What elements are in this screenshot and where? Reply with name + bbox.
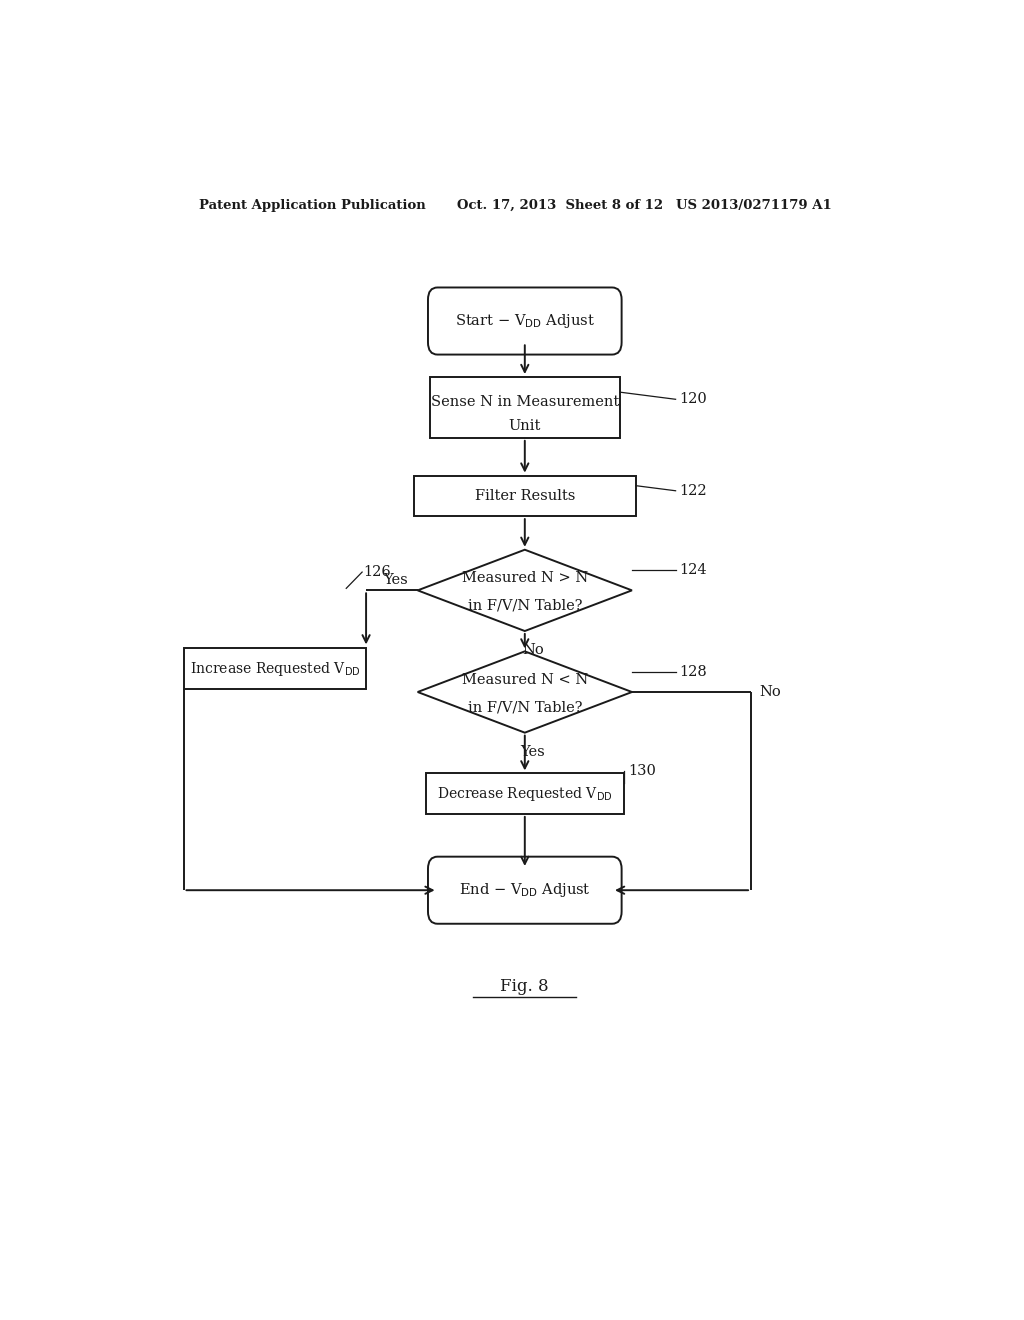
Bar (430, 378, 621, 438)
Text: 124: 124 (680, 564, 708, 577)
Text: Sense N in Measurement: Sense N in Measurement (431, 395, 618, 409)
Text: in F/V/N Table?: in F/V/N Table? (468, 700, 582, 714)
Text: Filter Results: Filter Results (474, 488, 575, 503)
Text: Yes: Yes (383, 573, 409, 587)
Text: 126: 126 (364, 565, 391, 579)
FancyBboxPatch shape (428, 288, 622, 355)
Text: 128: 128 (680, 665, 708, 678)
Text: Patent Application Publication: Patent Application Publication (200, 198, 426, 211)
Bar (183, 648, 367, 689)
Text: End $-$ V$_\mathrm{DD}$ Adjust: End $-$ V$_\mathrm{DD}$ Adjust (459, 882, 591, 899)
Text: Start $-$ V$_\mathrm{DD}$ Adjust: Start $-$ V$_\mathrm{DD}$ Adjust (455, 312, 595, 330)
Bar (426, 774, 624, 814)
Polygon shape (418, 651, 632, 733)
Text: No: No (759, 685, 780, 700)
Text: 122: 122 (680, 483, 708, 498)
Text: Yes: Yes (520, 744, 545, 759)
Text: Unit: Unit (509, 418, 541, 433)
FancyBboxPatch shape (428, 857, 622, 924)
Text: Measured N > N: Measured N > N (462, 572, 588, 585)
Text: Oct. 17, 2013  Sheet 8 of 12: Oct. 17, 2013 Sheet 8 of 12 (458, 198, 664, 211)
Text: 130: 130 (628, 764, 655, 779)
Text: US 2013/0271179 A1: US 2013/0271179 A1 (676, 198, 831, 211)
Text: No: No (522, 643, 544, 657)
Polygon shape (418, 549, 632, 631)
Text: Increase Requested V$_\mathrm{DD}$: Increase Requested V$_\mathrm{DD}$ (189, 660, 360, 677)
Text: Measured N < N: Measured N < N (462, 673, 588, 686)
Bar (414, 475, 636, 516)
Text: in F/V/N Table?: in F/V/N Table? (468, 598, 582, 612)
Text: Decrease Requested V$_\mathrm{DD}$: Decrease Requested V$_\mathrm{DD}$ (437, 784, 612, 803)
Text: Fig. 8: Fig. 8 (501, 978, 549, 995)
Text: 120: 120 (680, 392, 708, 407)
